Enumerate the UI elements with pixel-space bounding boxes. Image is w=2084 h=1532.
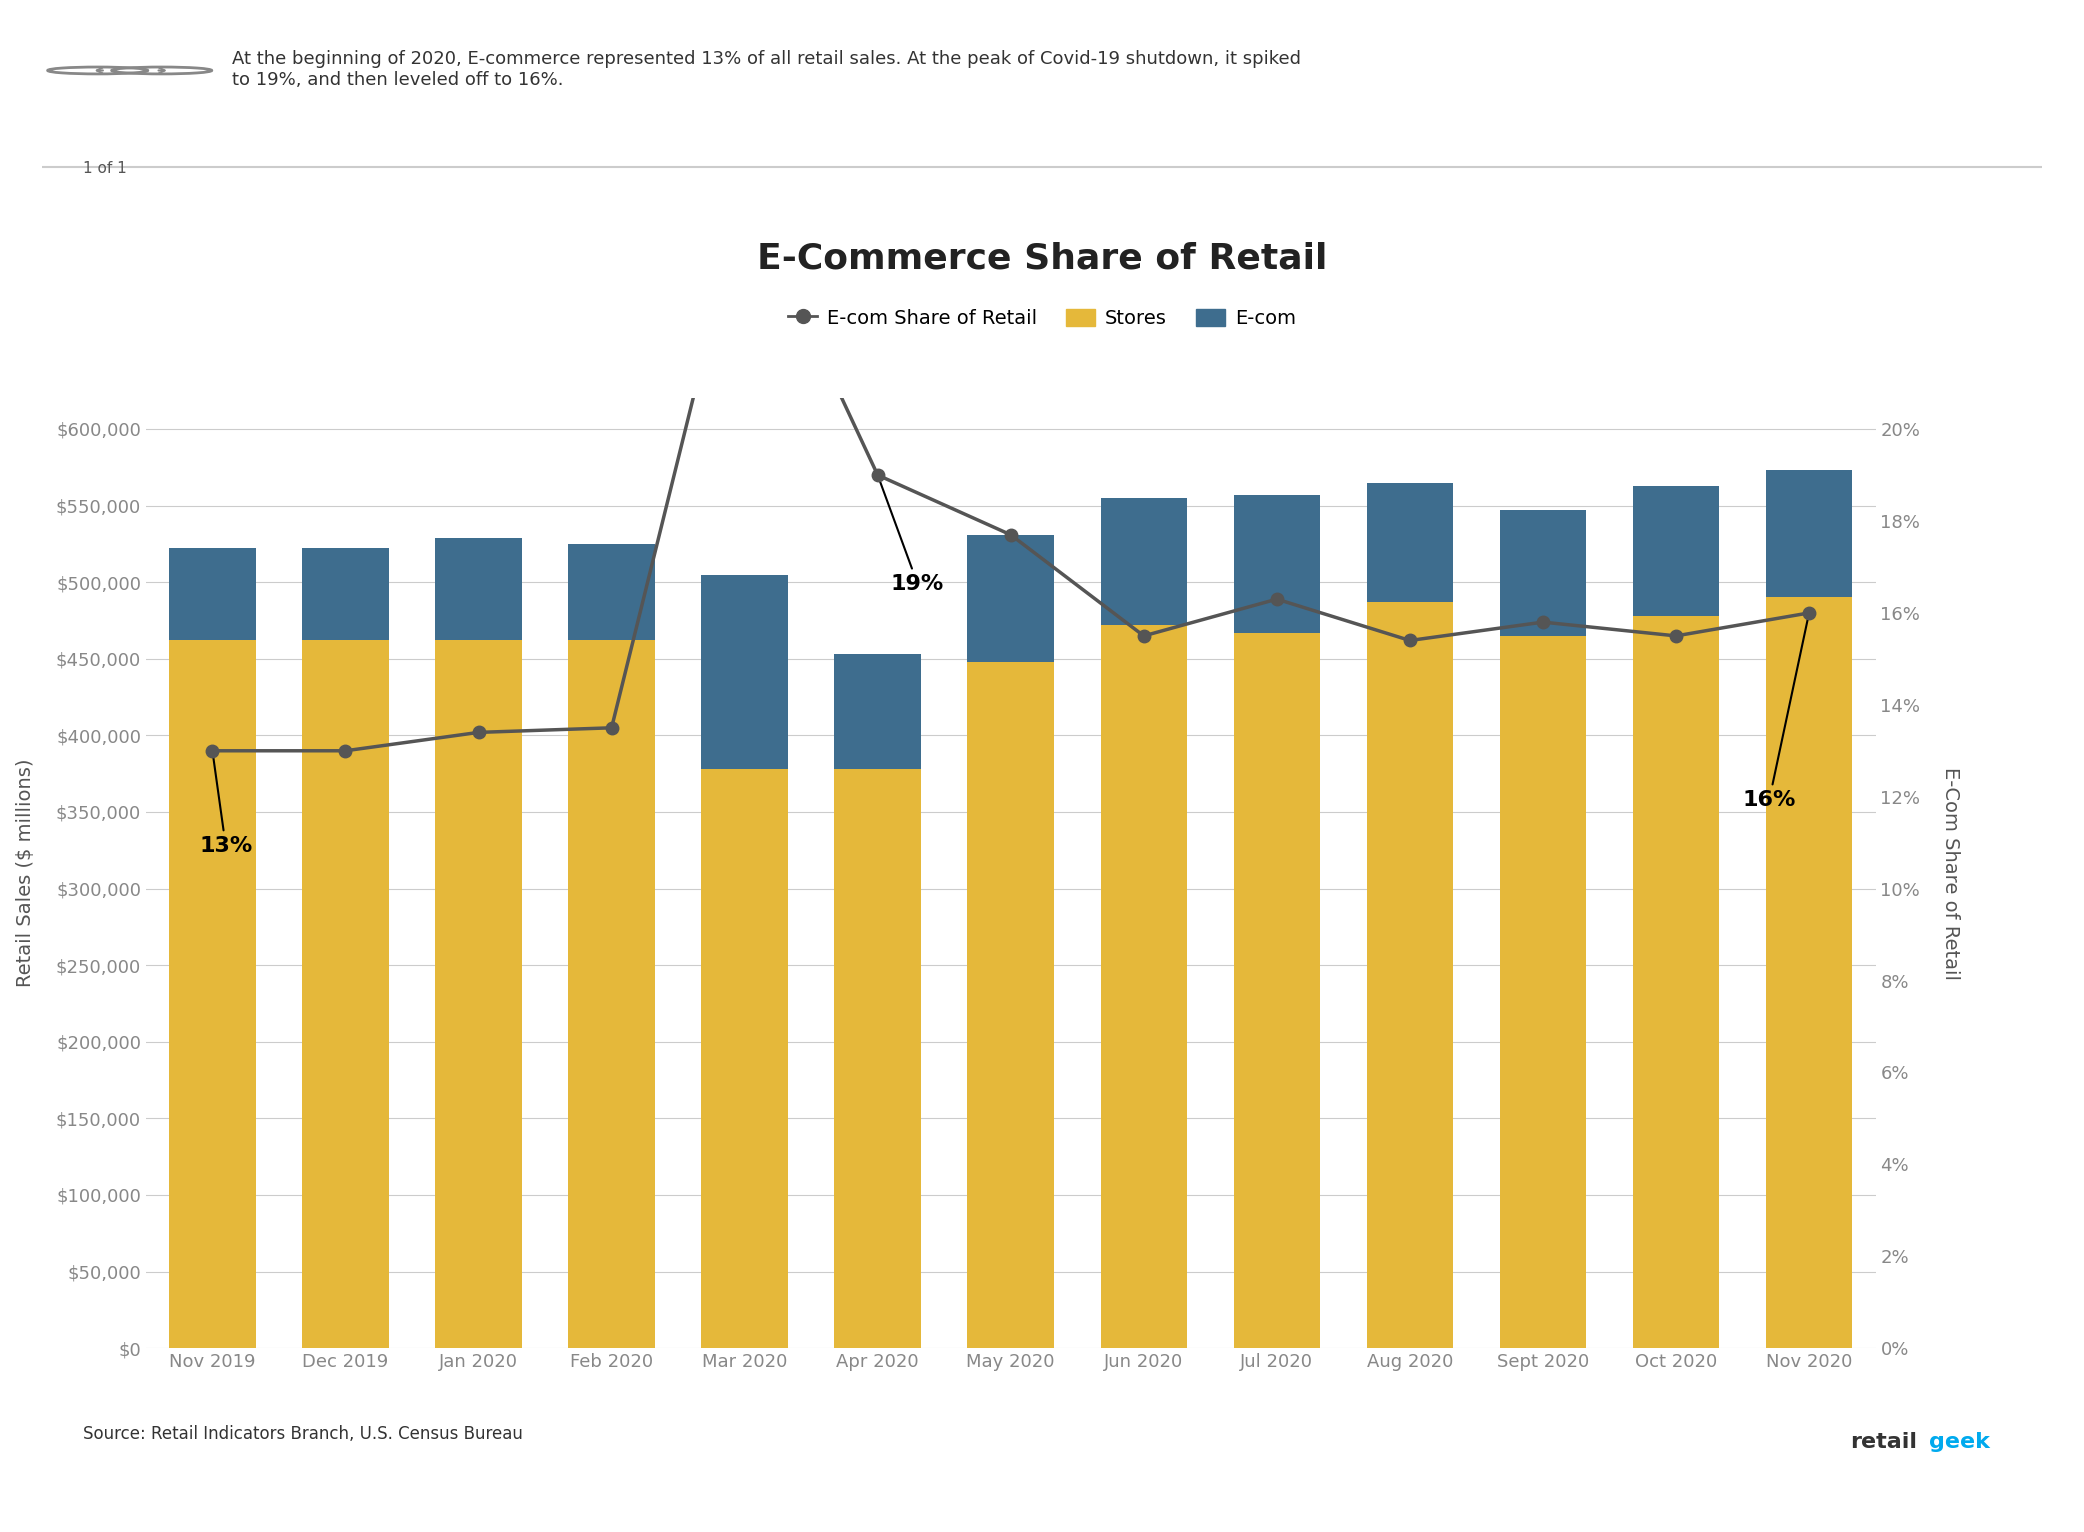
Bar (436, 640, 521, 1348)
Bar (967, 662, 1055, 1348)
Text: E-Commerce Share of Retail: E-Commerce Share of Retail (756, 242, 1328, 276)
Bar (569, 544, 654, 640)
Bar (1100, 625, 1188, 1348)
Text: 13%: 13% (200, 754, 252, 856)
Bar (834, 769, 921, 1348)
Bar (1765, 597, 1853, 1348)
Bar (1367, 483, 1453, 602)
Bar (967, 535, 1055, 662)
Text: retail: retail (1851, 1432, 1917, 1452)
Y-axis label: Retail Sales ($ millions): Retail Sales ($ millions) (17, 758, 35, 988)
Text: 16%: 16% (1742, 616, 1809, 810)
Y-axis label: E-Com Share of Retail: E-Com Share of Retail (1942, 766, 1961, 980)
Legend: E-com Share of Retail, Stores, E-com: E-com Share of Retail, Stores, E-com (779, 300, 1305, 336)
Bar (302, 548, 390, 640)
Bar (702, 769, 788, 1348)
Bar (1367, 602, 1453, 1348)
Bar (1100, 498, 1188, 625)
Bar (1234, 633, 1319, 1348)
Text: At the beginning of 2020, E-commerce represented 13% of all retail sales. At the: At the beginning of 2020, E-commerce rep… (231, 49, 1300, 89)
Text: Source: Retail Indicators Branch, U.S. Census Bureau: Source: Retail Indicators Branch, U.S. C… (83, 1425, 523, 1443)
Text: geek: geek (1930, 1432, 1990, 1452)
Bar (1632, 486, 1719, 616)
Bar (1500, 510, 1586, 636)
Bar (1632, 616, 1719, 1348)
Bar (1500, 636, 1586, 1348)
Bar (302, 640, 390, 1348)
Bar (569, 640, 654, 1348)
Bar (834, 654, 921, 769)
Bar (702, 574, 788, 769)
Bar (1234, 495, 1319, 633)
Bar (436, 538, 521, 640)
Text: 1 of 1: 1 of 1 (83, 161, 127, 176)
Bar (169, 548, 256, 640)
Text: 19%: 19% (879, 478, 944, 594)
Bar (169, 640, 256, 1348)
Bar (1765, 470, 1853, 597)
